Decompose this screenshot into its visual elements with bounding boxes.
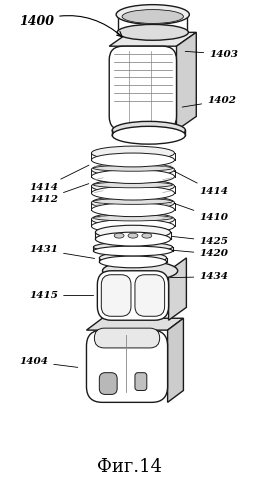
Ellipse shape bbox=[93, 182, 173, 188]
Ellipse shape bbox=[92, 203, 174, 217]
Ellipse shape bbox=[117, 24, 188, 40]
Ellipse shape bbox=[93, 242, 173, 252]
FancyBboxPatch shape bbox=[99, 373, 117, 394]
Ellipse shape bbox=[93, 199, 173, 205]
Text: 1403: 1403 bbox=[185, 49, 238, 58]
Polygon shape bbox=[87, 318, 183, 330]
Ellipse shape bbox=[92, 153, 174, 167]
Ellipse shape bbox=[92, 220, 174, 233]
Text: Фиг.14: Фиг.14 bbox=[98, 458, 162, 476]
Polygon shape bbox=[109, 32, 196, 46]
Ellipse shape bbox=[92, 196, 174, 210]
Ellipse shape bbox=[99, 256, 167, 268]
Ellipse shape bbox=[122, 9, 183, 23]
Ellipse shape bbox=[92, 170, 174, 184]
Ellipse shape bbox=[92, 146, 174, 160]
Text: 1415: 1415 bbox=[29, 291, 94, 300]
Ellipse shape bbox=[92, 179, 174, 193]
Text: 1431: 1431 bbox=[29, 246, 95, 258]
Text: 1420: 1420 bbox=[172, 250, 228, 258]
Text: 1434: 1434 bbox=[170, 272, 228, 281]
FancyBboxPatch shape bbox=[87, 330, 168, 402]
Text: 1402: 1402 bbox=[182, 96, 236, 107]
Polygon shape bbox=[177, 32, 196, 130]
Text: 1412: 1412 bbox=[29, 184, 89, 204]
Ellipse shape bbox=[93, 246, 173, 256]
Ellipse shape bbox=[95, 225, 171, 239]
Ellipse shape bbox=[102, 261, 178, 280]
Ellipse shape bbox=[99, 252, 167, 264]
Text: 1400: 1400 bbox=[19, 15, 122, 36]
Ellipse shape bbox=[95, 232, 171, 246]
Ellipse shape bbox=[142, 233, 152, 238]
Ellipse shape bbox=[93, 215, 173, 221]
Text: 1414: 1414 bbox=[174, 171, 228, 196]
Ellipse shape bbox=[116, 4, 189, 24]
Ellipse shape bbox=[92, 163, 174, 177]
Polygon shape bbox=[168, 258, 186, 320]
Ellipse shape bbox=[112, 126, 185, 144]
Ellipse shape bbox=[112, 121, 185, 139]
FancyBboxPatch shape bbox=[97, 271, 168, 320]
Text: 1414: 1414 bbox=[29, 165, 89, 192]
FancyBboxPatch shape bbox=[135, 373, 147, 391]
FancyBboxPatch shape bbox=[135, 275, 165, 316]
FancyBboxPatch shape bbox=[101, 275, 131, 316]
Ellipse shape bbox=[128, 233, 138, 238]
Polygon shape bbox=[168, 318, 183, 402]
Text: 1425: 1425 bbox=[172, 237, 228, 246]
Ellipse shape bbox=[92, 213, 174, 226]
Ellipse shape bbox=[92, 186, 174, 200]
Text: 1410: 1410 bbox=[174, 204, 228, 222]
FancyBboxPatch shape bbox=[109, 46, 177, 130]
Ellipse shape bbox=[114, 233, 124, 238]
Text: 1404: 1404 bbox=[19, 357, 78, 367]
Ellipse shape bbox=[93, 165, 173, 171]
FancyBboxPatch shape bbox=[94, 328, 160, 348]
